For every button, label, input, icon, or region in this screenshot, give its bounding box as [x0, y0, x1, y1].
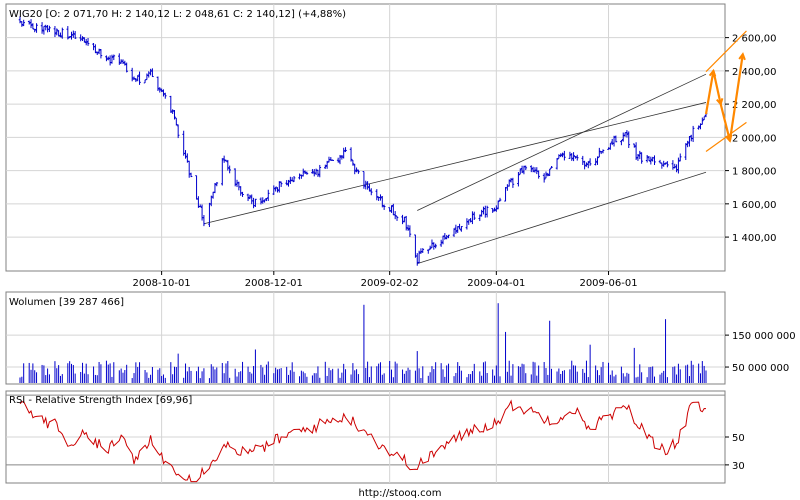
price-y-tick-label: 2 400,00 — [732, 67, 777, 78]
projection-arrowhead — [716, 98, 724, 107]
price-y-tick-label: 1 800,00 — [732, 167, 777, 178]
price-x-tick-label: 2009-02-02 — [361, 278, 419, 289]
price-x-tick-label: 2009-06-01 — [579, 278, 637, 289]
price-y-tick-label: 1 400,00 — [732, 233, 777, 244]
source-url[interactable]: http://stooq.com — [359, 488, 442, 499]
price-panel-title: WIG20 [O: 2 071,70 H: 2 140,12 L: 2 048,… — [9, 9, 346, 20]
rsi-series — [19, 399, 707, 483]
rsi-y-tick-label: 50 — [732, 433, 745, 444]
trend-line — [417, 73, 707, 211]
price-y-tick-label: 2 600,00 — [732, 34, 777, 45]
volume-y-tick-label: 50 000 000 — [732, 363, 789, 374]
rsi-y-tick-label: 30 — [732, 461, 745, 472]
volume-bars — [19, 303, 707, 383]
price-y-tick-label: 1 600,00 — [732, 200, 777, 211]
projection-arrows — [704, 30, 747, 152]
trend-line — [203, 102, 707, 225]
trend-line — [417, 171, 707, 265]
projection-arrowhead — [738, 52, 746, 61]
price-series — [18, 16, 708, 266]
rsi-panel-title: RSI - Relative Strength Index [69,96] — [9, 395, 192, 406]
volume-y-tick-label: 150 000 000 — [732, 331, 796, 342]
trend-lines — [203, 73, 707, 265]
price-x-tick-label: 2008-12-01 — [245, 278, 303, 289]
price-y-axis: 2 600,00 2 400,00 2 200,00 2 000,00 1 800,00… — [725, 34, 777, 244]
projection-arrowhead — [725, 134, 733, 143]
price-x-axis: 2008-10-01 2008-12-01 2009-02-02 2009-04-01… — [133, 271, 638, 289]
channel-line — [705, 30, 747, 73]
rsi-line — [19, 399, 707, 483]
rsi-grid — [6, 391, 725, 483]
volume-y-axis: 150 000 000 50 000 000 — [725, 331, 796, 374]
projection-arrowhead — [708, 68, 717, 77]
volume-panel-title: Wolumen [39 287 466] — [9, 297, 124, 308]
rsi-y-axis: 50 30 — [725, 433, 745, 472]
price-y-tick-label: 2 000,00 — [732, 133, 777, 144]
price-y-tick-label: 2 200,00 — [732, 100, 777, 111]
price-x-tick-label: 2008-10-01 — [133, 278, 191, 289]
price-x-tick-label: 2009-04-01 — [467, 278, 525, 289]
